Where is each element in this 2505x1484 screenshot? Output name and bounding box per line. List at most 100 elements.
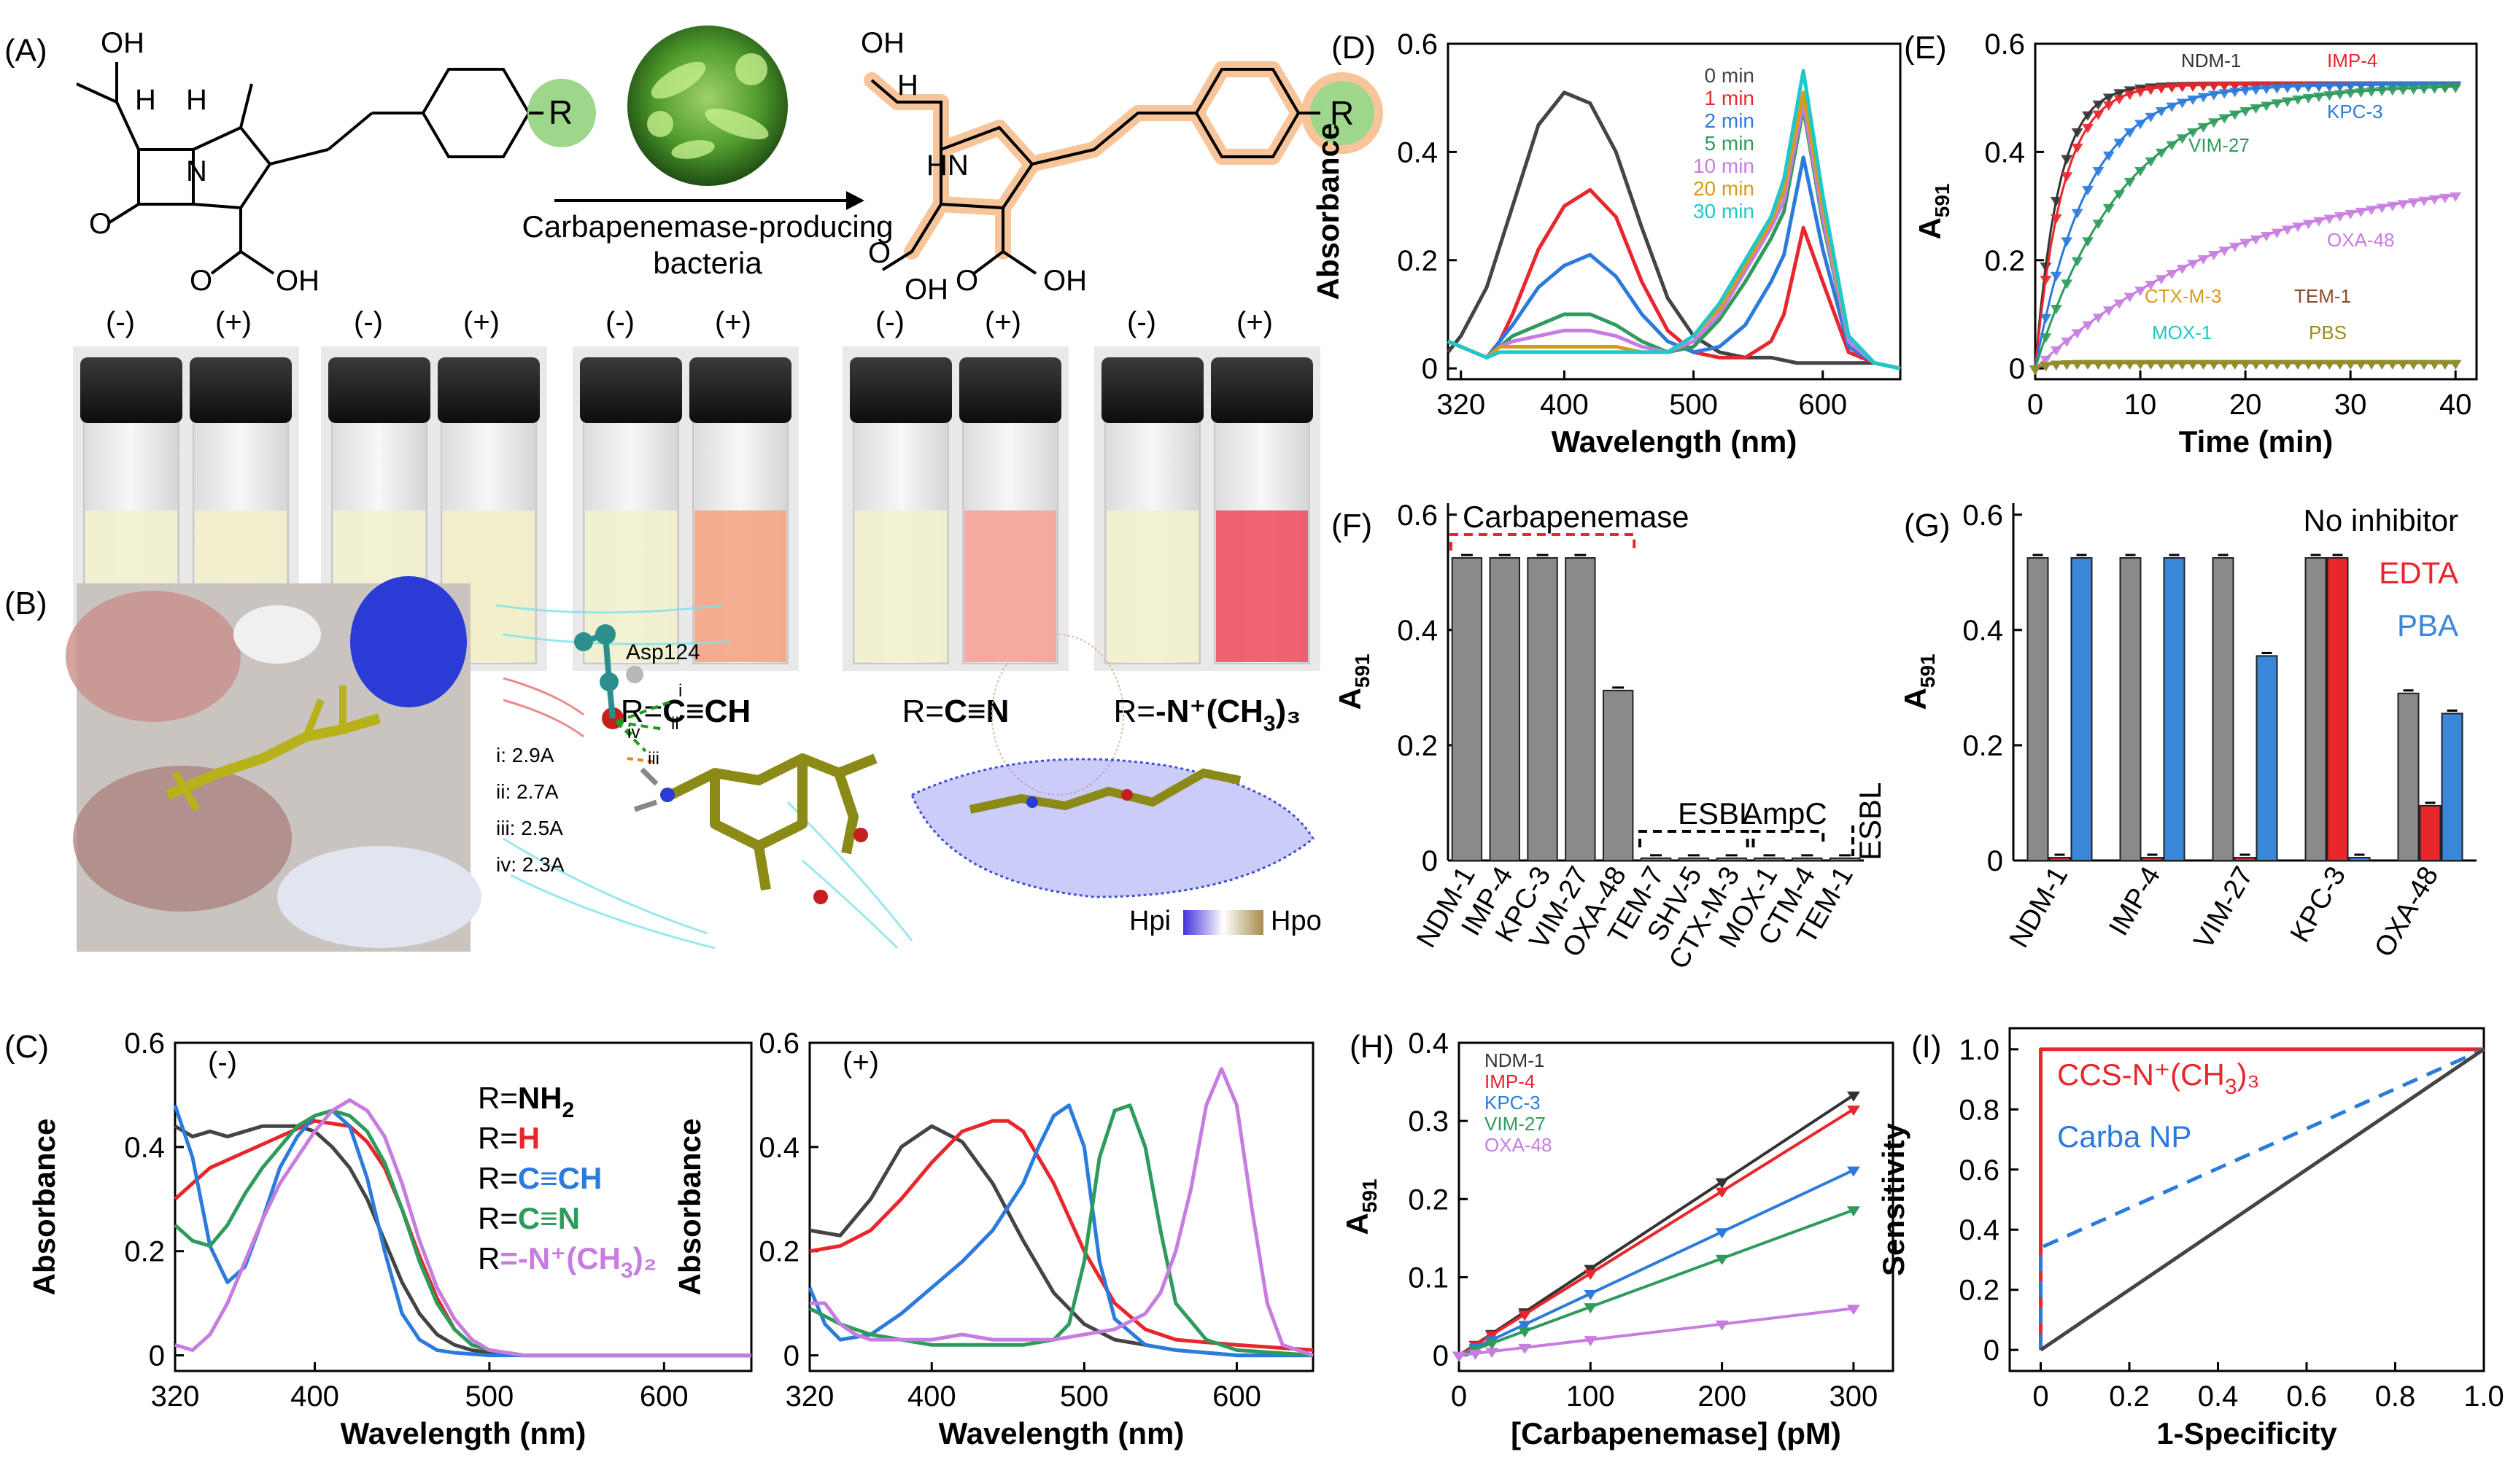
legend-rest: )₃	[2237, 1057, 2260, 1092]
vial-caption: R=-N⁺(CH3)₃	[1113, 694, 1301, 736]
data-point-VIM-27	[2061, 279, 2073, 290]
data-point-PBS	[2134, 360, 2147, 370]
data-point-KPC-3	[2197, 93, 2210, 103]
data-point-KPC-3	[2134, 120, 2147, 130]
panel-a-label: (A)	[4, 33, 47, 69]
bar-TEM-7	[1640, 857, 1672, 862]
data-point-OXA-48	[1452, 1351, 1466, 1362]
distance-iii: iii: 2.5A	[496, 817, 563, 839]
panel-e-label: (E)	[1904, 30, 1947, 66]
vial-caption-prefix: R=	[902, 694, 944, 729]
data-point-IMP-4	[2082, 123, 2094, 133]
legend-entry: R=C≡CH	[478, 1161, 602, 1195]
x-tick-label: 320	[151, 1380, 200, 1413]
bar-EDTA-IMP-4	[2141, 857, 2164, 861]
x-tick-label: 300	[1830, 1380, 1878, 1413]
data-point-IMP-4	[2239, 81, 2252, 91]
data-point-VIM-27	[2123, 177, 2136, 187]
series-line-NH2	[809, 1124, 1313, 1358]
data-point-VIM-27	[2166, 141, 2178, 151]
legend-name: NH	[518, 1081, 562, 1115]
vial-plus-cap	[959, 357, 1061, 423]
bar-TEM-1	[1829, 857, 1861, 862]
data-point-PBS	[2061, 360, 2073, 370]
residue-label: Asp124	[626, 640, 700, 664]
data-point-PBS	[2250, 360, 2262, 370]
vial-minus-cap	[580, 357, 682, 423]
x-axis-label: Wavelength (nm)	[939, 1416, 1185, 1450]
data-point-VIM-27	[2113, 190, 2126, 200]
chart-title: (+)	[843, 1046, 879, 1079]
data-point-PBS	[2102, 360, 2115, 370]
legend-entry: R=C≡N	[478, 1201, 580, 1235]
vial-caption-group: C≡N	[944, 694, 1009, 729]
data-point-PBS	[2428, 360, 2441, 370]
plot-frame	[2034, 42, 2478, 381]
data-point-KPC-3	[2292, 83, 2304, 93]
series-label: VIM-27	[2188, 134, 2250, 156]
data-point-KPC-3	[2218, 89, 2231, 99]
data-point-IMP-4	[2155, 84, 2167, 94]
y-tick-label: 0.6	[1962, 500, 2003, 532]
hydrophobicity-right-label: Hpo	[1271, 906, 1322, 936]
panel-c-label: (C)	[4, 1029, 49, 1065]
y-axis-label-sub: 591	[1916, 653, 1939, 688]
legend-entry: Carba NP	[2057, 1119, 2191, 1154]
data-point-IMP-4	[2176, 82, 2188, 93]
legend-prefix: R=	[478, 1081, 518, 1115]
data-point-KPC-3	[2082, 185, 2094, 195]
series-label: IMP-4	[2327, 50, 2377, 71]
data-point-PBS	[2113, 360, 2126, 370]
data-point-KPC-3	[1518, 1321, 1532, 1332]
data-point-VIM-27	[2334, 90, 2346, 100]
vial-minus-cap	[850, 357, 952, 423]
series-label: CTX-M-3	[2145, 285, 2221, 307]
data-point-OXA-48	[2229, 242, 2241, 252]
data-point-KPC-3	[2376, 82, 2388, 92]
bar-No inhibitor-VIM-27	[2212, 557, 2234, 861]
data-point-PBS	[2207, 360, 2220, 370]
series-line-H	[174, 1119, 751, 1358]
y-axis-label: Absorbance	[673, 1119, 707, 1296]
data-point-OXA-48	[2407, 198, 2420, 209]
product-atom-o2: O	[956, 265, 978, 297]
data-point-NDM-1	[2113, 89, 2126, 99]
legend-entry: NDM-1	[1484, 1049, 1544, 1071]
legend-entry: R=NH2	[478, 1081, 574, 1122]
data-point-OXA-48	[2345, 209, 2357, 220]
data-point-KPC-3	[2345, 82, 2357, 92]
distance-ii: ii: 2.7A	[496, 780, 559, 803]
data-point-NDM-1	[2061, 155, 2073, 165]
data-point-VIM-27	[2092, 220, 2105, 230]
bar-PBA-NDM-1	[2070, 557, 2093, 861]
y-tick-label: 0.3	[1408, 1106, 1449, 1138]
series-label: MOX-1	[2152, 322, 2212, 343]
bar-No inhibitor-KPC-3	[2304, 557, 2327, 861]
panel-h-label: (H)	[1350, 1029, 1394, 1065]
x-tick-label: 0	[1451, 1380, 1467, 1413]
y-tick-label: 0.4	[1397, 136, 1438, 168]
data-point-VIM-27	[2345, 89, 2357, 99]
legend-entry: IMP-4	[1484, 1071, 1535, 1092]
data-point-IMP-4	[2040, 276, 2052, 286]
x-tick-label: 320	[1436, 389, 1485, 421]
panel-d-label: (D)	[1331, 30, 1376, 66]
group-ampc-label: AmpC	[1742, 796, 1827, 831]
y-axis-label-main: A	[1898, 688, 1932, 710]
data-point-VIM-27	[2376, 87, 2388, 97]
data-point-PBS	[2155, 360, 2167, 370]
data-point-KPC-3	[2260, 85, 2272, 95]
vial-plus-label: (+)	[715, 306, 751, 338]
vial-minus-cap	[328, 357, 430, 423]
y-tick-label: 0.2	[1959, 1275, 1999, 1307]
data-point-NDM-1	[1846, 1091, 1860, 1102]
legend-sub: 2	[562, 1098, 575, 1122]
data-point-KPC-3	[2176, 98, 2188, 109]
y-tick-label: 0.4	[1962, 615, 2003, 647]
data-point-VIM-27	[2397, 85, 2409, 96]
data-point-OXA-48	[2365, 206, 2377, 216]
data-point-NDM-1	[2040, 263, 2052, 273]
legend-name: H	[518, 1121, 540, 1155]
vial-minus-label: (-)	[106, 306, 135, 338]
y-tick-label: 0.2	[1962, 730, 2003, 762]
